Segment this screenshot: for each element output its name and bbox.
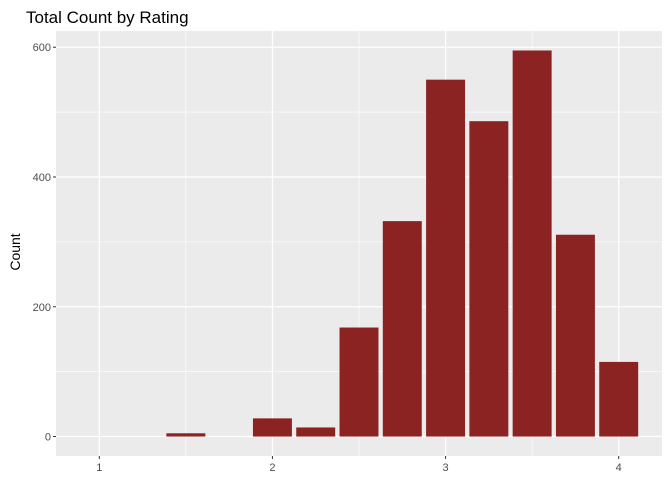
bar	[166, 433, 206, 437]
y-axis-label: Count	[7, 233, 23, 270]
y-tick-label: 400	[33, 172, 51, 184]
bar	[252, 418, 292, 437]
bar	[296, 427, 336, 437]
bars	[166, 50, 639, 437]
x-tick-label: 4	[616, 462, 622, 474]
bar	[555, 234, 595, 437]
y-tick-label: 600	[33, 42, 51, 54]
bar	[426, 79, 466, 437]
bar	[339, 327, 379, 437]
x-axis: 1 2 3 4	[96, 456, 622, 474]
x-tick-label: 2	[269, 462, 275, 474]
y-tick-label: 200	[33, 302, 51, 314]
bar	[599, 361, 639, 437]
x-tick-label: 1	[96, 462, 102, 474]
x-tick-label: 3	[443, 462, 449, 474]
bar	[469, 121, 509, 437]
chart-title: Total Count by Rating	[26, 8, 189, 27]
y-tick-label: 0	[45, 432, 51, 444]
bar	[382, 221, 422, 437]
y-axis: 0 200 400 600	[33, 42, 56, 444]
bar	[512, 50, 552, 437]
